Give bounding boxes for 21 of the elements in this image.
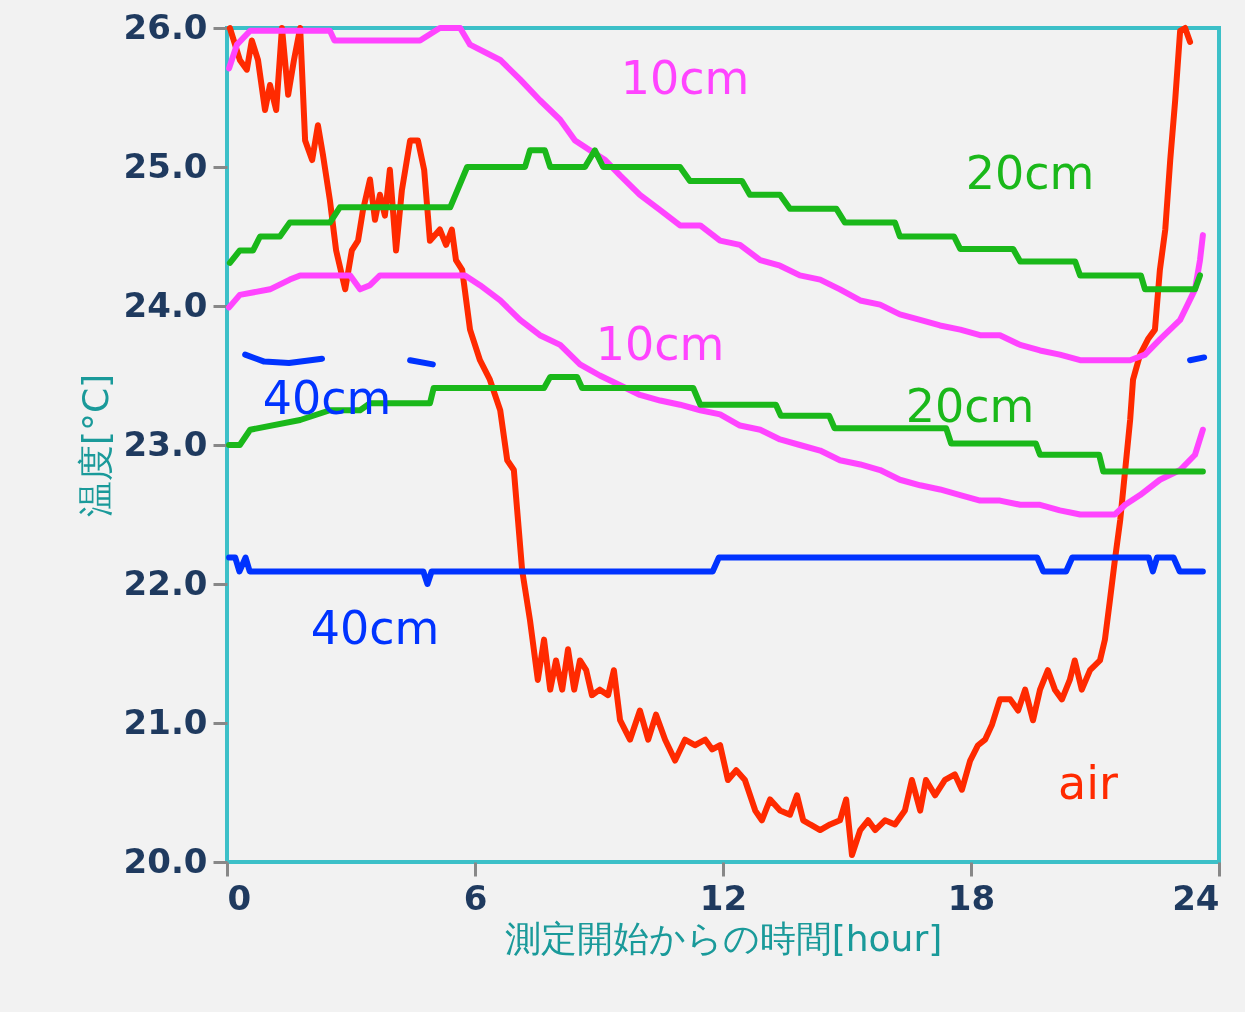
y-tick-label: 25.0 <box>123 145 208 186</box>
x-tick-label: 18 <box>947 877 996 918</box>
x-axis-title: 測定開始からの時間[hour] <box>504 917 943 959</box>
x-tick-label: 12 <box>699 877 748 918</box>
y-axis-title: 温度[°C] <box>74 373 116 518</box>
series-label: 20cm <box>905 379 1035 433</box>
x-tick-label: 24 <box>1172 877 1220 918</box>
y-tick-label: 24.0 <box>123 284 208 325</box>
y-tick-label: 21.0 <box>123 701 208 742</box>
series-label: air <box>1058 756 1119 810</box>
series-label: 40cm <box>310 601 440 655</box>
y-tick-label: 23.0 <box>123 423 208 464</box>
y-tick-label: 22.0 <box>123 562 208 603</box>
series-label: 10cm <box>620 51 750 105</box>
series-label: 20cm <box>965 146 1095 200</box>
series-label: 40cm <box>262 371 392 425</box>
y-tick-label: 20.0 <box>123 840 208 881</box>
series-label: 10cm <box>595 317 725 371</box>
x-tick-label: 6 <box>463 877 488 918</box>
y-tick-label: 26.0 <box>123 6 208 47</box>
x-tick-label: 0 <box>227 877 252 918</box>
